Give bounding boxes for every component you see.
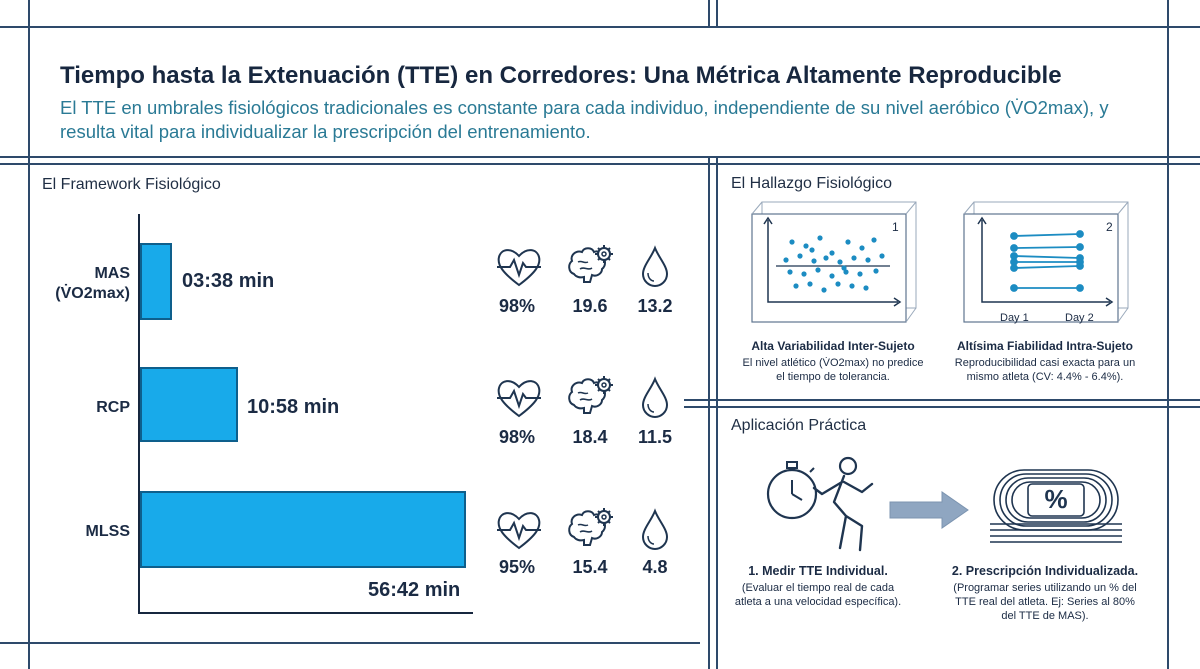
lactate-value: 4.8 [642,557,668,577]
bar-mas [140,243,172,320]
drop-icon [642,378,668,418]
heart-rate-icon [496,380,542,417]
step1-title: 1. Medir TTE Individual. [748,564,888,578]
panel1-number: 1 [892,220,899,234]
step1-description: (Evaluar el tiempo real de cada atleta a… [734,582,902,608]
stopwatch-runner-icon [766,456,874,552]
application-title: Aplicación Práctica [731,417,867,434]
bar-rcp [140,367,238,442]
lactate-value: 11.5 [637,427,673,447]
findings-title: El Hallazgo Fisiológico [731,175,892,192]
panel1-title: Alta Variabilidad Inter-Sujeto [751,339,915,353]
hr-value: 98% [498,296,536,316]
inter-subject-scatter-panel [751,201,917,323]
framework-x-axis [138,612,473,614]
brain-gear-icon [568,507,614,546]
heart-rate-icon [496,249,542,286]
brain-value: 19.6 [572,296,608,316]
panel2-day2-label: Day 2 [1065,312,1094,324]
drop-icon [642,247,668,287]
panel2-title: Altísima Fiabilidad Intra-Sujeto [956,339,1134,353]
hr-value: 95% [498,557,536,577]
brain-gear-icon [568,375,614,414]
frame-line [0,642,700,644]
track-percent-icon: % [990,469,1122,543]
brain-value: 18.4 [572,427,608,447]
frame-line [1167,0,1169,669]
time-value-mas: 03:38 min [182,270,275,292]
arrow-icon [889,491,969,529]
row-label-mas: MAS (V̇O2max) [55,265,130,302]
panel2-day1-label: Day 1 [1000,312,1029,324]
frame-line [708,0,710,28]
drop-icon [642,510,668,550]
frame-line [0,26,1200,28]
lactate-value: 13.2 [637,296,673,316]
row-label-mlss: MLSS [85,523,130,540]
panel2-number: 2 [1106,220,1113,234]
frame-line [0,156,1200,158]
heart-rate-icon [496,512,542,549]
page-title: Tiempo hasta la Extenuación (TTE) en Cor… [60,62,1062,89]
percent-symbol: % [1044,484,1067,514]
time-value-rcp: 10:58 min [247,396,340,418]
page-subtitle: El TTE en umbrales fisiológicos tradicio… [60,97,1109,142]
row-label-rcp: RCP [96,399,130,416]
time-value-mlss: 56:42 min [368,579,461,601]
panel2-description: Reproducibilidad casi exacta para un mis… [954,357,1136,383]
brain-value: 15.4 [572,557,608,577]
frame-line [28,0,30,669]
step2-title: 2. Prescripción Individualizada. [951,564,1139,578]
framework-title: El Framework Fisiológico [42,176,221,193]
frame-line [708,156,710,669]
intra-subject-reliability-panel [963,201,1129,323]
frame-line [716,156,718,669]
frame-line [0,163,1200,165]
framework-y-axis [138,214,140,614]
brain-gear-icon [568,244,614,283]
frame-line [716,0,718,28]
frame-line [684,399,1200,401]
frame-line [684,406,1200,408]
panel1-description: El nivel atlético (V̇O2max) no predice e… [742,357,924,383]
bar-mlss [140,491,466,568]
step2-description: (Programar series utilizando un % del TT… [953,582,1137,622]
hr-value: 98% [498,427,536,447]
